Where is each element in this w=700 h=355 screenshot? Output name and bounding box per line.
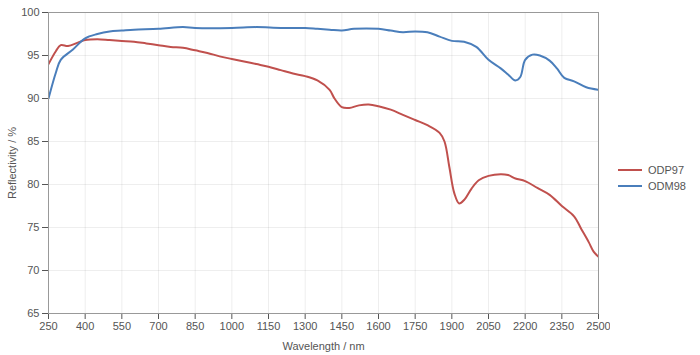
svg-text:70: 70 [27, 264, 39, 276]
svg-text:85: 85 [27, 135, 39, 147]
svg-text:1150: 1150 [257, 320, 281, 332]
svg-text:2350: 2350 [550, 320, 574, 332]
html-text:ODP97: ODP97 [648, 163, 685, 176]
html-text:ODM98: ODM98 [648, 179, 686, 192]
svg-text:1900: 1900 [440, 320, 464, 332]
svg-text:Reflectivity / %: Reflectivity / % [6, 127, 18, 199]
svg-text:2500: 2500 [586, 320, 610, 332]
svg-text:95: 95 [27, 49, 39, 61]
svg-text:100: 100 [21, 6, 39, 18]
svg-text:1300: 1300 [293, 320, 317, 332]
svg-text:550: 550 [113, 320, 131, 332]
svg-text:250: 250 [39, 320, 57, 332]
svg-text:90: 90 [27, 92, 39, 104]
svg-text:75: 75 [27, 221, 39, 233]
svg-text:1000: 1000 [220, 320, 244, 332]
svg-text:400: 400 [76, 320, 94, 332]
svg-text:2050: 2050 [476, 320, 500, 332]
svg-text:65: 65 [27, 307, 39, 319]
svg-text:700: 700 [149, 320, 167, 332]
svg-text:850: 850 [186, 320, 204, 332]
svg-text:Wavelength / nm: Wavelength / nm [282, 340, 364, 352]
svg-text:2200: 2200 [513, 320, 537, 332]
svg-text:1450: 1450 [330, 320, 354, 332]
svg-text:80: 80 [27, 178, 39, 190]
svg-text:1750: 1750 [403, 320, 427, 332]
svg-text:1600: 1600 [366, 320, 390, 332]
